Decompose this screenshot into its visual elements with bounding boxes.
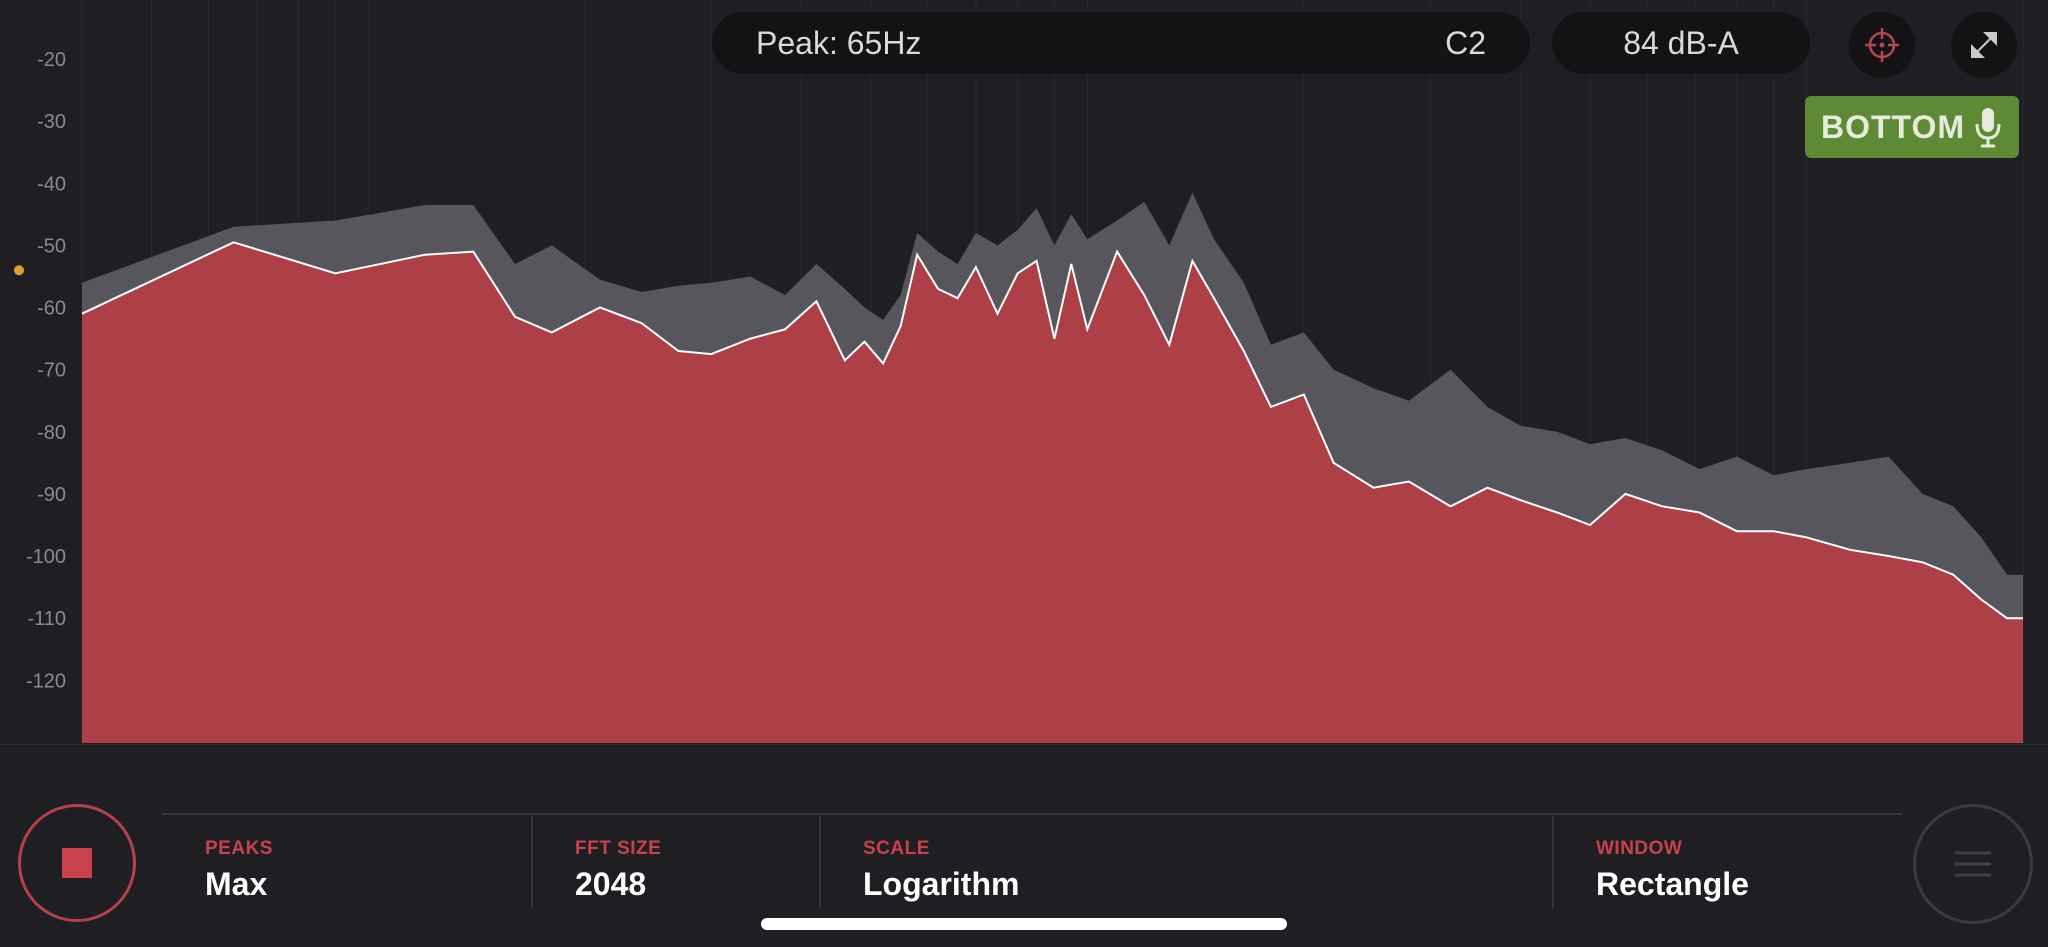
peak-frequency: Peak: 65Hz	[756, 24, 922, 61]
option-value: Max	[205, 866, 268, 902]
y-tick-label: -80	[37, 422, 66, 444]
level-value: 84 dB-A	[1623, 24, 1739, 61]
option-divider	[1552, 816, 1554, 908]
y-tick-label: -100	[26, 546, 66, 568]
level-marker	[14, 265, 24, 276]
menu-button[interactable]	[1913, 804, 2033, 924]
expand-icon	[1971, 32, 1997, 58]
y-tick-label: -40	[37, 173, 66, 195]
spectrum-chart: -20-30-40-50-60-70-80-90-100-110-120 501…	[0, 0, 2048, 745]
expand-button[interactable]	[1951, 12, 2017, 78]
hamburger-menu-icon	[1955, 851, 1991, 877]
microphone-select-button[interactable]: BOTTOM	[1805, 96, 2019, 158]
level-readout: 84 dB-A	[1552, 12, 1810, 74]
option-divider	[531, 816, 533, 908]
microphone-icon	[1975, 108, 2001, 148]
live-spectrum-area	[82, 242, 2023, 744]
crosshair-button[interactable]	[1849, 12, 1915, 78]
stop-button[interactable]	[18, 804, 136, 922]
option-window[interactable]: WINDOW Rectangle	[1596, 838, 1749, 903]
y-tick-label: -30	[37, 111, 66, 133]
y-tick-label: -110	[27, 608, 66, 630]
option-label: SCALE	[863, 838, 930, 859]
y-tick-label: -70	[37, 360, 66, 382]
y-axis-ticks: -20 -30 -40 -50 -60 -70 -80 -90 -100 -110 -120	[26, 49, 66, 692]
option-value: Rectangle	[1596, 866, 1749, 902]
option-scale[interactable]: SCALE Logarithm	[863, 838, 1019, 903]
stop-icon	[62, 848, 92, 878]
option-peaks[interactable]: PEAKS Max	[205, 838, 273, 903]
y-tick-label: -20	[37, 49, 66, 71]
crosshair-icon	[1865, 28, 1899, 62]
option-value: Logarithm	[863, 866, 1020, 902]
option-fft-size[interactable]: FFT SIZE 2048	[575, 838, 661, 903]
peak-readout: Peak: 65Hz C2	[712, 12, 1530, 74]
y-tick-label: -90	[37, 484, 66, 506]
toolbar-separator	[162, 813, 1902, 815]
y-tick-label: -50	[37, 235, 66, 257]
peak-note: C2	[1445, 24, 1486, 61]
microphone-label: BOTTOM	[1820, 108, 1966, 145]
option-label: WINDOW	[1596, 838, 1683, 859]
y-tick-label: -60	[37, 298, 66, 320]
home-indicator	[761, 918, 1287, 930]
option-divider	[819, 816, 821, 908]
option-value: 2048	[575, 866, 647, 902]
option-label: PEAKS	[205, 838, 273, 859]
option-label: FFT SIZE	[575, 838, 662, 859]
y-tick-label: -120	[26, 670, 66, 692]
live-spectrum-line	[81, 241, 2023, 620]
